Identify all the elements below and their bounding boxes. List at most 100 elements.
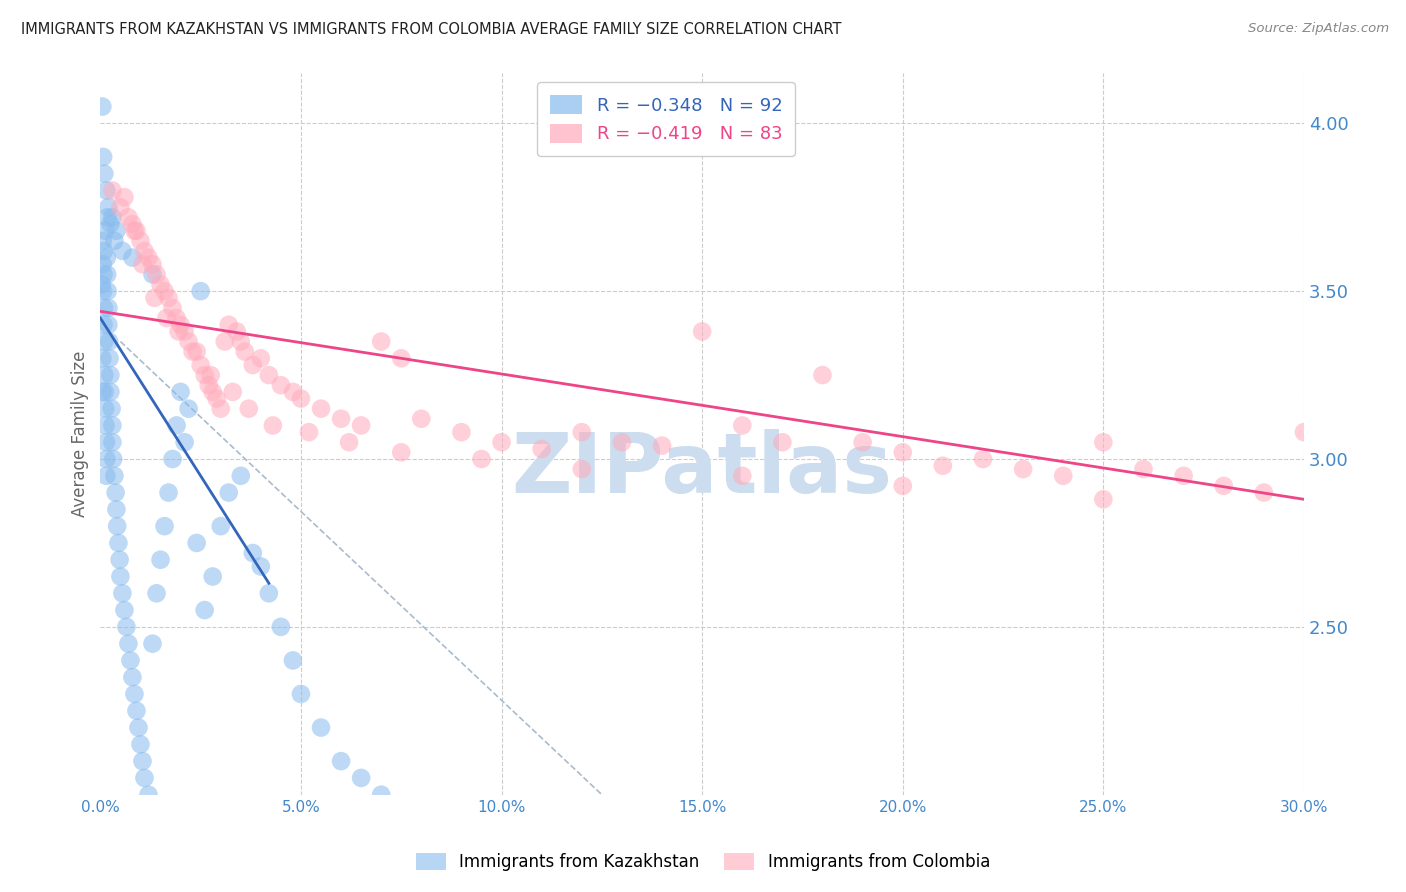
Point	[298, 425, 321, 439]
Point	[186, 344, 208, 359]
Legend: Immigrants from Kazakhstan, Immigrants from Colombia: Immigrants from Kazakhstan, Immigrants f…	[408, 845, 998, 880]
Point	[91, 351, 114, 366]
Point	[770, 435, 793, 450]
Point	[1092, 435, 1115, 450]
Point	[270, 620, 292, 634]
Point	[141, 257, 163, 271]
Y-axis label: Average Family Size: Average Family Size	[72, 351, 89, 517]
Point	[690, 325, 713, 339]
Point	[124, 687, 146, 701]
Point	[389, 445, 412, 459]
Point	[162, 452, 184, 467]
Point	[242, 546, 264, 560]
Point	[103, 468, 125, 483]
Point	[127, 721, 149, 735]
Point	[112, 603, 135, 617]
Point	[101, 418, 124, 433]
Point	[309, 721, 332, 735]
Point	[110, 569, 132, 583]
Point	[98, 351, 121, 366]
Point	[209, 519, 232, 533]
Point	[411, 411, 433, 425]
Point	[121, 217, 143, 231]
Point	[1132, 462, 1154, 476]
Point	[125, 224, 148, 238]
Text: ZIPatlas: ZIPatlas	[512, 429, 893, 510]
Point	[337, 435, 360, 450]
Point	[166, 311, 188, 326]
Point	[571, 425, 593, 439]
Point	[209, 401, 232, 416]
Point	[115, 620, 138, 634]
Text: IMMIGRANTS FROM KAZAKHSTAN VS IMMIGRANTS FROM COLOMBIA AVERAGE FAMILY SIZE CORRE: IMMIGRANTS FROM KAZAKHSTAN VS IMMIGRANTS…	[21, 22, 842, 37]
Point	[138, 251, 160, 265]
Point	[811, 368, 834, 383]
Point	[201, 569, 224, 583]
Point	[94, 401, 117, 416]
Point	[173, 435, 195, 450]
Point	[100, 401, 122, 416]
Point	[94, 435, 117, 450]
Point	[233, 344, 256, 359]
Point	[1092, 492, 1115, 507]
Point	[100, 384, 122, 399]
Point	[153, 519, 176, 533]
Point	[167, 325, 190, 339]
Legend: R = −0.348   N = 92, R = −0.419   N = 83: R = −0.348 N = 92, R = −0.419 N = 83	[537, 82, 794, 156]
Point	[205, 392, 228, 406]
Point	[94, 418, 117, 433]
Point	[214, 334, 236, 349]
Point	[105, 224, 128, 238]
Point	[1292, 425, 1315, 439]
Point	[129, 737, 152, 751]
Point	[129, 234, 152, 248]
Point	[157, 291, 180, 305]
Point	[1052, 468, 1074, 483]
Point	[177, 334, 200, 349]
Point	[350, 418, 373, 433]
Point	[891, 445, 914, 459]
Point	[93, 368, 115, 383]
Point	[94, 384, 117, 399]
Point	[97, 318, 120, 332]
Point	[201, 384, 224, 399]
Point	[149, 277, 172, 292]
Point	[134, 244, 156, 258]
Point	[112, 190, 135, 204]
Point	[96, 184, 118, 198]
Point	[143, 291, 166, 305]
Point	[97, 200, 120, 214]
Point	[1012, 462, 1035, 476]
Point	[229, 334, 252, 349]
Point	[96, 268, 118, 282]
Point	[131, 754, 153, 768]
Point	[141, 268, 163, 282]
Point	[242, 358, 264, 372]
Point	[891, 479, 914, 493]
Point	[225, 325, 247, 339]
Point	[190, 284, 212, 298]
Point	[120, 653, 142, 667]
Point	[104, 485, 127, 500]
Point	[93, 318, 115, 332]
Point	[1253, 485, 1275, 500]
Point	[250, 559, 273, 574]
Point	[96, 468, 118, 483]
Point	[162, 301, 184, 315]
Point	[97, 301, 120, 315]
Point	[145, 586, 167, 600]
Point	[250, 351, 273, 366]
Point	[108, 552, 131, 566]
Point	[200, 368, 222, 383]
Point	[852, 435, 875, 450]
Point	[96, 251, 118, 265]
Point	[121, 670, 143, 684]
Point	[117, 211, 139, 225]
Point	[141, 637, 163, 651]
Point	[91, 99, 114, 113]
Point	[100, 217, 122, 231]
Point	[610, 435, 633, 450]
Point	[121, 251, 143, 265]
Point	[91, 257, 114, 271]
Point	[651, 439, 673, 453]
